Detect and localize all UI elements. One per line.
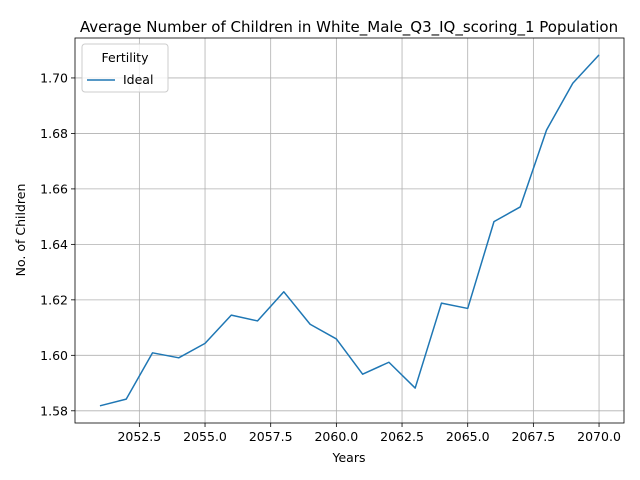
x-tick-label: 2057.5 [249, 429, 293, 444]
legend: Fertility Ideal [81, 43, 169, 93]
chart-title: Average Number of Children in White_Male… [80, 18, 618, 37]
x-tick-label: 2065.0 [446, 429, 490, 444]
series-line-ideal [99, 54, 600, 407]
legend-title: Fertility [102, 50, 150, 65]
series-layer [99, 54, 600, 407]
plot-frame [74, 37, 625, 424]
y-axis-label: No. of Children [13, 184, 28, 277]
y-tick-label: 1.58 [40, 403, 68, 418]
y-tick-label: 1.66 [40, 181, 68, 196]
x-axis-label: Years [332, 450, 366, 465]
y-axis: 1.58 1.60 1.62 1.64 1.66 1.68 1.70 [40, 70, 75, 418]
x-tick-label: 2055.0 [183, 429, 227, 444]
x-tick-label: 2070.0 [577, 429, 621, 444]
x-tick-label: 2060.0 [314, 429, 358, 444]
x-axis: 2052.5 2055.0 2057.5 2060.0 2062.5 2065.0 2067… [117, 423, 621, 444]
grid-lines [75, 38, 624, 423]
x-tick-label: 2062.5 [380, 429, 424, 444]
y-tick-label: 1.62 [40, 292, 68, 307]
y-tick-label: 1.70 [40, 70, 68, 85]
legend-label: Ideal [123, 72, 153, 87]
y-tick-label: 1.68 [40, 126, 68, 141]
y-tick-label: 1.60 [40, 348, 68, 363]
y-tick-label: 1.64 [40, 237, 68, 252]
x-tick-label: 2052.5 [117, 429, 161, 444]
x-tick-label: 2067.5 [512, 429, 556, 444]
